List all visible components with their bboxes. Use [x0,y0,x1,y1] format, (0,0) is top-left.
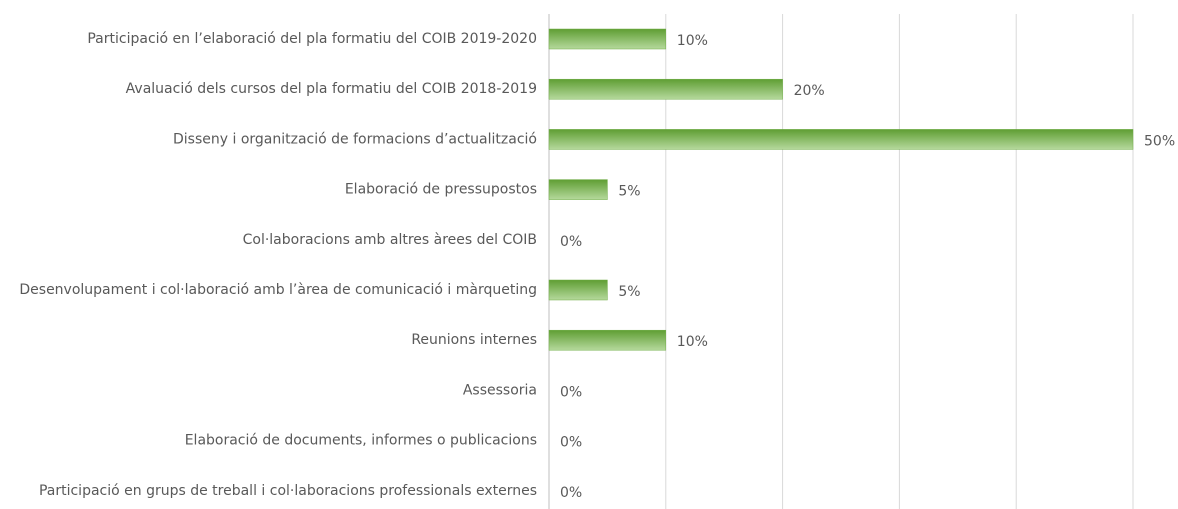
data-label: 0% [560,435,582,451]
y-tick-label: Elaboració de documents, informes o publ… [185,433,537,449]
y-tick-label: Participació en l’elaboració del pla for… [87,31,537,47]
y-tick-label: Participació en grups de treball i col·l… [39,483,537,499]
y-tick-label: Col·laboracions amb altres àrees del COI… [243,232,537,248]
data-label: 5% [618,284,640,300]
data-label: 5% [618,184,640,200]
bar [548,179,608,200]
data-label: 50% [1144,133,1175,149]
y-tick-label: Assessoria [463,382,537,398]
bar [548,279,608,301]
data-label: 10% [677,33,708,49]
y-tick-label: Elaboració de pressupostos [345,182,537,198]
y-tick-label: Reunions internes [411,332,537,348]
bar [548,78,783,100]
y-tick-label: Disseny i organització de formacions d’a… [173,131,537,147]
data-label: 0% [560,384,582,400]
bar [548,28,667,50]
data-label: 0% [560,485,582,501]
data-label: 0% [560,234,582,250]
data-label: 20% [794,83,825,99]
bar [548,329,667,351]
bar [548,129,1134,150]
y-tick-label: Desenvolupament i col·laboració amb l’àr… [19,282,537,298]
y-tick-label: Avaluació dels cursos del pla formatiu d… [126,81,537,97]
data-label: 10% [677,334,708,350]
